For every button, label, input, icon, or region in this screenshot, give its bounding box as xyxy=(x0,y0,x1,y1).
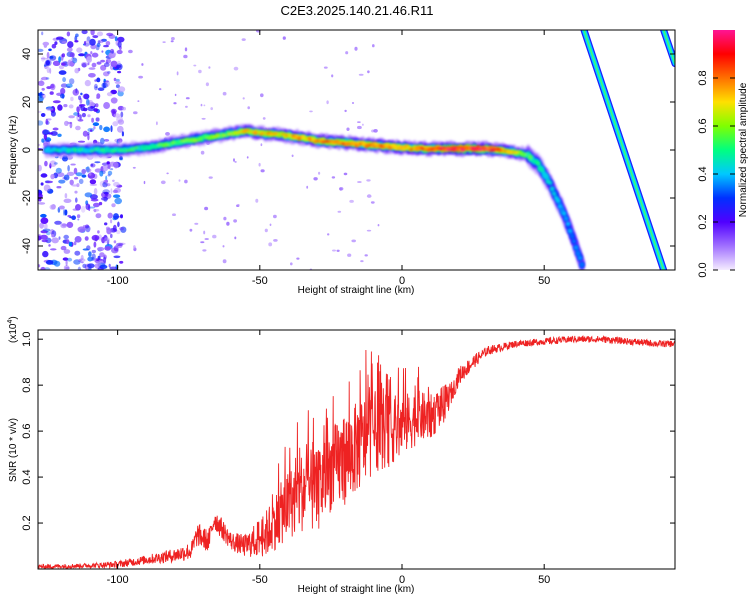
colorbar-label: Normalized spectral amplitude xyxy=(738,82,749,217)
snr-y-multiplier-exponent: 4 xyxy=(7,320,14,324)
colorbar-tick-label: 0.0 xyxy=(697,262,709,277)
aliased-band xyxy=(580,30,668,270)
spectrogram-x-tick-label: -50 xyxy=(252,275,268,287)
spectrogram-x-tick-label: 0 xyxy=(399,275,405,287)
spectrogram-y-tick-label: 20 xyxy=(21,96,33,108)
snr-x-tick-label: 0 xyxy=(399,574,405,586)
frequency-ridge xyxy=(44,123,585,270)
spectrogram-y-tick-label: 0 xyxy=(21,147,33,153)
spectrogram-x-tick-label: -100 xyxy=(107,275,129,287)
snr-y-tick-label: 0.8 xyxy=(21,378,33,393)
snr-x-tick-label: 50 xyxy=(538,574,550,586)
snr-y-multiplier: (x104) xyxy=(7,316,19,343)
aliased-band xyxy=(660,30,675,68)
spectrogram-y-tick-label: 40 xyxy=(21,48,33,60)
spectrogram-y-tick-label: -40 xyxy=(21,238,33,254)
snr-frame xyxy=(37,329,676,570)
snr-x-tick-label: -50 xyxy=(252,574,268,586)
spectrogram-y-axis-title: Frequency (Hz) xyxy=(8,116,19,185)
spectrogram-x-tick-label: 50 xyxy=(538,275,550,287)
snr-y-tick-label: 0.4 xyxy=(21,469,33,484)
snr-y-tick-label: 1.0 xyxy=(21,332,33,347)
snr-axes: -100 -50 0 50 0.2 0.4 0.6 0.8 1.0 xyxy=(21,330,675,586)
snr-panel: -100 -50 0 50 0.2 0.4 0.6 0.8 1.0 Height of stra… xyxy=(7,316,676,595)
colorbar-tick-label: 0.4 xyxy=(697,166,709,181)
spectrogram-panel: -100 -50 0 50 -40 -20 0 20 40 Height of straight… xyxy=(8,29,676,296)
colorbar-tick-label: 0.2 xyxy=(697,214,709,229)
colorbar-axis: 0.0 0.2 0.4 0.6 0.8 xyxy=(697,70,735,278)
figure-title: C2E3.2025.140.21.46.R11 xyxy=(281,3,434,18)
spectrogram-y-tick-label: -20 xyxy=(21,190,33,206)
colorbar: 0.0 0.2 0.4 0.6 0.8 Normalized spectral ampl… xyxy=(697,30,749,278)
spectrogram-x-axis-title: Height of straight line (km) xyxy=(298,285,415,296)
snr-y-multiplier-base: (x10 xyxy=(8,323,19,343)
snr-x-axis-title: Height of straight line (km) xyxy=(298,584,415,595)
snr-y-tick-label: 0.2 xyxy=(21,515,33,530)
spectrogram-axes: -100 -50 0 50 -40 -20 0 20 40 xyxy=(21,30,675,287)
snr-plot-area xyxy=(38,335,675,569)
spectrogram-plot-area xyxy=(38,30,675,270)
snr-y-tick-label: 0.6 xyxy=(21,423,33,438)
colorbar-scale xyxy=(713,30,735,270)
colorbar-tick-label: 0.6 xyxy=(697,118,709,133)
snr-y-axis-title: SNR (10 * v/v) xyxy=(8,418,19,482)
snr-y-multiplier-close: ) xyxy=(8,316,19,319)
snr-series-line xyxy=(38,335,675,569)
snr-x-tick-label: -100 xyxy=(107,574,129,586)
noise-speckle xyxy=(38,30,380,270)
colorbar-tick-label: 0.8 xyxy=(697,70,709,85)
